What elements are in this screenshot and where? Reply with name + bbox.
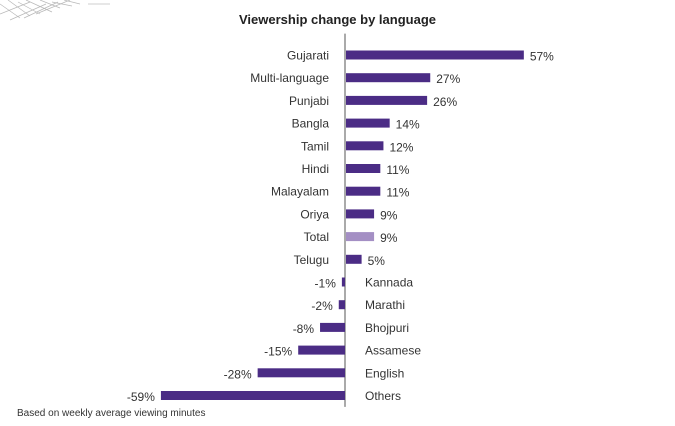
category-label: Punjabi	[289, 94, 329, 108]
category-label: Telugu	[294, 253, 329, 267]
category-label: Oriya	[300, 207, 329, 221]
bar-gujarati	[346, 50, 524, 60]
data-label: 26%	[433, 95, 457, 109]
category-label: Hindi	[302, 162, 329, 176]
data-label: 11%	[386, 186, 409, 200]
category-label: Total	[304, 230, 329, 244]
bar-multi-language	[346, 73, 431, 83]
data-label: -59%	[127, 390, 155, 404]
category-label: Others	[365, 389, 401, 403]
bar-malayalam	[346, 186, 381, 196]
bar-bhojpuri	[320, 322, 345, 332]
data-label: 14%	[396, 118, 420, 132]
bar-tamil	[346, 141, 384, 151]
bar-punjabi	[346, 95, 428, 105]
data-label: 5%	[368, 254, 386, 268]
bar-hindi	[346, 164, 381, 173]
bar-marathi	[338, 300, 345, 310]
category-label: Marathi	[365, 298, 405, 312]
bar-bangla	[346, 118, 390, 128]
data-label: -8%	[293, 322, 315, 336]
bar-telugu	[346, 254, 362, 264]
category-label: Gujarati	[287, 49, 329, 63]
category-label: Tamil	[301, 139, 329, 153]
bar-assamese	[298, 345, 345, 355]
bar-oriya	[346, 209, 375, 219]
category-label: Multi-language	[250, 71, 329, 85]
data-label: -15%	[264, 345, 292, 359]
chart-title: Viewership change by language	[239, 12, 436, 27]
data-label: 27%	[436, 72, 460, 86]
category-label: Bangla	[292, 117, 330, 131]
bar-total	[346, 232, 375, 242]
data-label: -2%	[311, 299, 333, 313]
corner-decoration	[0, 0, 110, 27]
data-label: 9%	[380, 231, 398, 245]
chart-footnote: Based on weekly average viewing minutes	[17, 408, 206, 419]
category-label: English	[365, 366, 404, 380]
data-label: -1%	[315, 277, 337, 291]
data-label: 11%	[386, 163, 409, 177]
data-label: 12%	[389, 140, 413, 154]
category-label: Assamese	[365, 344, 421, 358]
bar-english	[257, 368, 345, 378]
data-label: 9%	[380, 208, 398, 222]
bar-others	[160, 391, 345, 400]
category-label: Bhojpuri	[365, 321, 409, 335]
category-label: Kannada	[365, 276, 413, 290]
bar-kannada	[341, 277, 345, 287]
category-label: Malayalam	[271, 185, 329, 199]
data-label: -28%	[224, 367, 252, 381]
data-label: 57%	[530, 50, 554, 64]
